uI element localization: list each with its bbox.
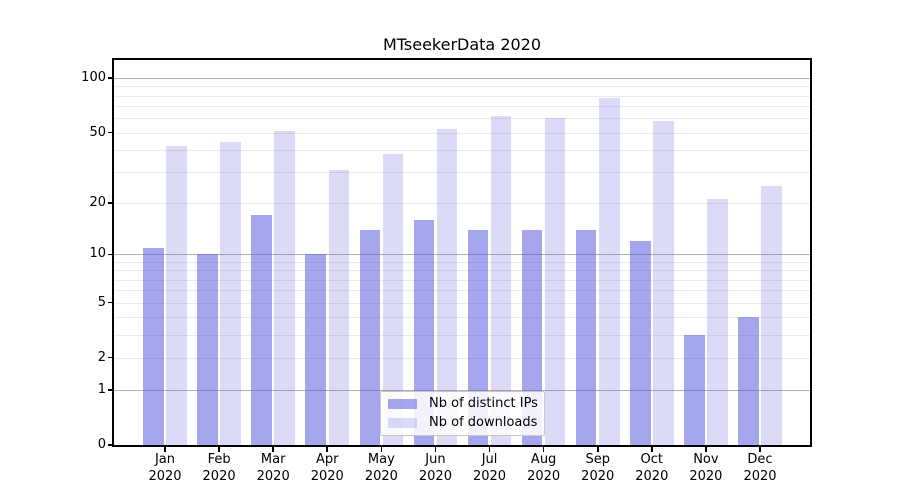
bar-distinct_ips-jun	[413, 219, 435, 445]
bar-distinct_ips-dec	[738, 317, 759, 445]
grid-line-minor	[114, 95, 810, 97]
bar-distinct_ips-feb	[197, 254, 218, 445]
y-tick-mark	[107, 253, 114, 256]
x-tick-label: Dec 2020	[743, 452, 777, 484]
grid-line-minor	[114, 317, 810, 319]
grid-line-minor	[114, 172, 810, 174]
grid-line-minor	[114, 118, 810, 120]
y-tick-mark	[107, 131, 114, 134]
bar-downloads-may	[382, 153, 404, 445]
bar-downloads-sep	[599, 97, 620, 445]
x-tick-mark	[542, 445, 545, 452]
plot-spine-right	[810, 58, 812, 447]
plot-spine-bottom	[112, 445, 812, 447]
x-tick-label: Jun 2020	[418, 452, 452, 484]
x-tick-mark	[705, 445, 707, 452]
x-tick-mark	[488, 445, 491, 452]
bar-downloads-aug	[544, 118, 566, 445]
x-tick-mark	[272, 445, 274, 452]
x-tick-mark	[434, 445, 437, 452]
y-tick-mark	[107, 389, 114, 391]
grid-line-minor	[114, 86, 810, 88]
grid-line-minor	[114, 357, 810, 359]
bar-distinct_ips-sep	[575, 229, 597, 445]
plot-spine-top	[112, 58, 812, 60]
grid-line-major	[114, 254, 810, 256]
x-tick-label: Feb 2020	[202, 452, 236, 484]
x-tick-label: Oct 2020	[635, 452, 669, 484]
x-tick-label: Nov 2020	[689, 452, 723, 484]
bar-distinct_ips-may	[359, 229, 381, 445]
x-tick-mark	[218, 445, 220, 452]
y-tick-mark	[107, 77, 114, 79]
y-tick-label: 5	[97, 294, 106, 310]
y-tick-label: 2	[97, 349, 106, 365]
y-tick-mark	[107, 301, 114, 304]
legend-label-distinct-ips: Nb of distinct IPs	[429, 395, 538, 411]
bar-downloads-jun	[436, 129, 458, 445]
x-tick-mark	[596, 445, 599, 452]
grid-line-minor	[114, 149, 810, 151]
x-tick-label: Apr 2020	[310, 452, 344, 484]
x-tick-label: Mar 2020	[256, 452, 290, 484]
y-tick-label: 0	[97, 437, 106, 452]
legend-label-downloads: Nb of downloads	[429, 415, 538, 431]
x-tick-label: Jan 2020	[148, 452, 182, 484]
x-tick-mark	[759, 445, 761, 452]
x-tick-label: May 2020	[364, 452, 398, 484]
bar-downloads-nov	[707, 199, 728, 445]
y-tick-label: 10	[89, 246, 106, 262]
x-tick-mark	[164, 445, 166, 452]
grid-line-minor	[114, 203, 810, 205]
grid-line-minor	[114, 270, 810, 272]
bar-downloads-mar	[274, 130, 295, 445]
y-tick-mark	[107, 444, 114, 446]
bar-downloads-dec	[761, 186, 782, 445]
grid-line-minor	[114, 290, 810, 292]
legend: Nb of distinct IPs Nb of downloads	[380, 391, 545, 436]
grid-line-minor	[114, 302, 810, 304]
x-tick-label: Aug 2020	[527, 452, 561, 484]
y-tick-label: 1	[97, 381, 106, 397]
grid-line-minor	[114, 132, 810, 134]
x-tick-mark	[326, 445, 329, 452]
x-tick-mark	[380, 445, 383, 452]
legend-item-distinct-ips: Nb of distinct IPs	[388, 395, 544, 413]
bar-distinct_ips-jan	[143, 247, 164, 445]
y-tick-label: 20	[89, 195, 106, 211]
legend-swatch-downloads	[388, 418, 417, 429]
grid-line-major	[114, 78, 810, 80]
grid-line-minor	[114, 279, 810, 281]
grid-line-minor	[114, 106, 810, 108]
grid-line-major	[114, 389, 810, 391]
bar-distinct_ips-oct	[630, 241, 651, 445]
bar-downloads-feb	[220, 142, 241, 445]
y-tick-label: 100	[81, 70, 106, 86]
bar-downloads-oct	[653, 120, 674, 445]
x-tick-label: Jul 2020	[472, 452, 507, 484]
grid-line-minor	[114, 262, 810, 263]
bar-distinct_ips-nov	[684, 334, 705, 445]
bar-downloads-jan	[166, 146, 187, 445]
x-tick-label: Sep 2020	[581, 452, 615, 484]
grid-line-minor	[114, 334, 810, 336]
plot-spine-left	[112, 58, 114, 447]
bar-downloads-apr	[328, 169, 350, 445]
y-tick-mark	[107, 202, 114, 204]
legend-swatch-distinct-ips	[388, 398, 417, 409]
x-tick-mark	[651, 445, 653, 452]
legend-item-downloads: Nb of downloads	[388, 414, 544, 432]
y-tick-label: 50	[89, 124, 106, 140]
bar-downloads-jul	[490, 115, 512, 445]
chart-title: MTseekerData 2020	[382, 35, 542, 54]
bar-distinct_ips-mar	[251, 215, 272, 445]
bar-distinct_ips-apr	[305, 254, 326, 445]
y-tick-mark	[107, 356, 114, 359]
